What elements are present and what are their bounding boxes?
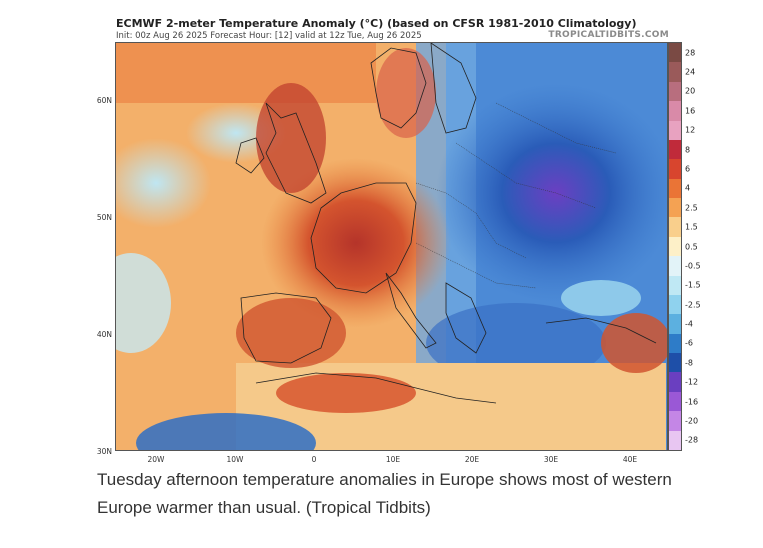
map-canvas [116, 43, 667, 450]
colorbar-segment [669, 120, 681, 140]
hot-core-britain [256, 83, 326, 193]
colorbar-segment [669, 411, 681, 431]
colorbar-label: 6 [685, 164, 691, 174]
lon-label-0: 0 [311, 455, 317, 464]
colorbar-label: -6 [685, 338, 693, 348]
coastlines [235, 43, 657, 404]
colorbar-label: -2.5 [685, 300, 701, 310]
colorbar-label: 8 [685, 145, 691, 155]
colorbar-segment [669, 139, 681, 160]
lat-label-40n: 40N [96, 330, 112, 339]
sahara-cold-patch [136, 413, 316, 450]
colorbar-segment [669, 101, 681, 121]
north-africa-hot-patch [276, 373, 416, 413]
colorbar-label: 12 [685, 125, 696, 135]
colorbar-segment [669, 353, 681, 373]
colorbar-segment [669, 430, 681, 450]
lon-label-10e: 10E [385, 455, 401, 464]
colorbar-label: -28 [685, 435, 699, 445]
colorbar-label: -1.5 [685, 280, 701, 290]
colorbar-segment [669, 198, 681, 218]
black-sea-area [561, 280, 641, 316]
colorbar-label: 4 [685, 183, 691, 193]
lon-label-20e: 20E [464, 455, 480, 464]
colorbar-label: -20 [685, 416, 699, 426]
colorbar-segment [669, 217, 681, 237]
colorbar [668, 42, 682, 451]
colorbar-label: -12 [685, 377, 699, 387]
middle-east-hot-patch [601, 313, 667, 373]
colorbar-label: -0.5 [685, 261, 701, 271]
colorbar-segment [669, 333, 681, 353]
lat-label-60n: 60N [96, 96, 112, 105]
cool-atlantic-patch [116, 253, 171, 353]
colorbar-segment [669, 256, 681, 276]
cool-atlantic-patch [116, 138, 211, 228]
map-subtitle: Init: 00z Aug 26 2025 Forecast Hour: [12… [116, 31, 422, 41]
colorbar-segment [669, 43, 681, 63]
country-borders [415, 102, 617, 289]
warm-scandinavia [376, 48, 436, 138]
colorbar-segment [669, 81, 681, 102]
colorbar-segment [669, 275, 681, 295]
colorbar-label: 24 [685, 67, 696, 77]
lon-label-30e: 30E [543, 455, 559, 464]
colorbar-segment [669, 294, 681, 315]
temperature-anomaly-map [115, 42, 668, 451]
colorbar-label: -16 [685, 397, 699, 407]
colorbar-segment [669, 391, 681, 412]
lat-label-50n: 50N [96, 213, 112, 222]
brand-watermark: TROPICALTIDBITS.COM [548, 30, 669, 40]
colorbar-label: 1.5 [685, 222, 698, 232]
colorbar-segment [669, 372, 681, 392]
colorbar-segment [669, 159, 681, 179]
colorbar-label: 20 [685, 86, 696, 96]
colorbar-segment [669, 314, 681, 334]
colorbar-label: -8 [685, 358, 693, 368]
lon-label-10w: 10W [226, 455, 244, 464]
colorbar-label: 2.5 [685, 203, 698, 213]
colorbar-label: 16 [685, 106, 696, 116]
lat-label-30n: 30N [96, 447, 112, 456]
colorbar-label: 0.5 [685, 242, 698, 251]
colorbar-label: -4 [685, 319, 693, 329]
north-atlantic-warm-band [116, 43, 376, 103]
colorbar-segment [669, 62, 681, 82]
hot-core-iberia [236, 298, 346, 368]
hot-core-france [261, 158, 451, 328]
lon-label-20w: 20W [147, 455, 165, 464]
lon-label-40e: 40E [622, 455, 638, 464]
colorbar-label: 28 [685, 48, 696, 58]
colorbar-segment [669, 178, 681, 198]
cold-core-russia [436, 83, 667, 303]
image-caption: Tuesday afternoon temperature anomalies … [97, 470, 672, 517]
colorbar-segment [669, 236, 681, 257]
map-title: ECMWF 2-meter Temperature Anomaly (°C) (… [116, 17, 637, 30]
